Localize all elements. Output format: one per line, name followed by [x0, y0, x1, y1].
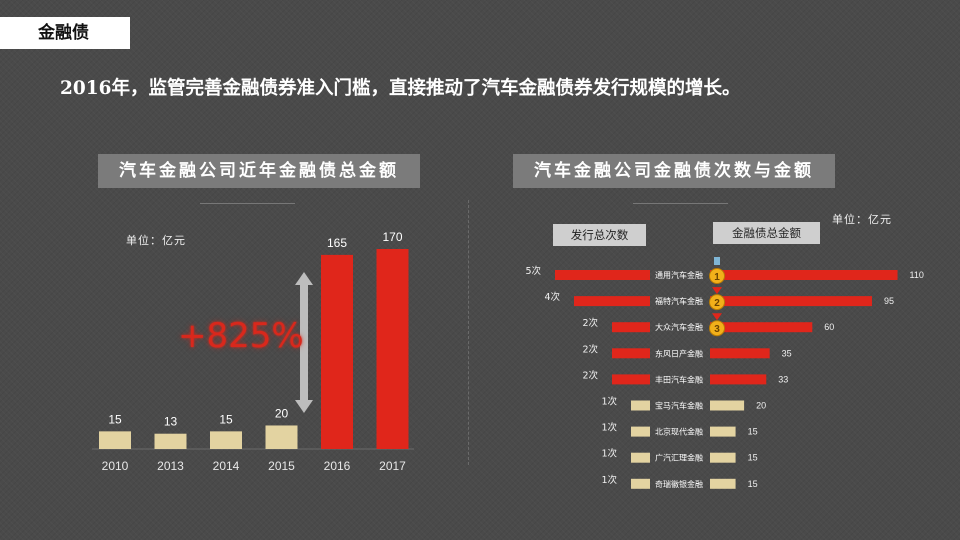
- left-unit-label: 单位：亿元: [126, 234, 186, 247]
- data-label-2014: 15: [219, 412, 233, 426]
- tick-label-2016: 2016: [324, 459, 351, 473]
- company-label-6: 北京现代金融: [655, 427, 703, 437]
- amount-bar-1: [710, 296, 872, 307]
- left-title-underline: [200, 203, 295, 204]
- data-label-2016: 165: [327, 236, 347, 250]
- medal-rank-1: 2: [714, 298, 720, 309]
- tick-label-2013: 2013: [157, 459, 184, 473]
- amount-label-8: 15: [748, 479, 758, 489]
- amount-bar-4: [710, 374, 767, 385]
- bar-2014: [210, 431, 242, 449]
- count-label-0: 5次: [525, 265, 541, 277]
- company-label-2: 大众汽车金融: [655, 322, 703, 332]
- tick-label-2017: 2017: [379, 459, 406, 473]
- amount-label-3: 35: [782, 348, 792, 358]
- count-label-7: 1次: [601, 448, 617, 460]
- amount-label-6: 15: [748, 427, 758, 437]
- data-label-2017: 170: [382, 230, 402, 244]
- amount-label-5: 20: [756, 401, 766, 411]
- panel-divider: [468, 200, 469, 465]
- count-bar-7: [631, 452, 650, 463]
- amount-bar-7: [710, 452, 736, 463]
- medal-ribbon-1: [712, 287, 722, 295]
- bar-2013: [154, 433, 187, 449]
- bar-2010: [99, 431, 131, 449]
- count-label-3: 2次: [582, 343, 598, 355]
- company-label-0: 通用汽车金融: [655, 270, 703, 280]
- amount-label-4: 33: [778, 374, 788, 384]
- data-label-2013: 13: [164, 415, 178, 429]
- medal-ribbon-2: [712, 313, 722, 321]
- company-label-1: 福特汽车金融: [655, 296, 703, 306]
- medal-rank-0: 1: [714, 272, 720, 283]
- count-label-2: 2次: [582, 317, 598, 329]
- medal-icon: [709, 268, 725, 284]
- count-bar-0: [555, 270, 650, 280]
- amount-bar-2: [710, 322, 813, 333]
- count-bar-5: [631, 400, 650, 411]
- company-label-4: 丰田汽车金融: [655, 374, 703, 384]
- company-label-5: 宝马汽车金融: [655, 401, 703, 411]
- count-label-8: 1次: [601, 474, 617, 486]
- data-label-2015: 20: [275, 406, 289, 420]
- bar-2016: [321, 254, 353, 449]
- count-label-1: 4次: [544, 291, 560, 303]
- amount-label-7: 15: [748, 453, 758, 463]
- count-bar-3: [612, 348, 650, 359]
- count-bar-2: [612, 322, 650, 333]
- left-panel-title: 汽车金融公司近年金融债总金额: [98, 154, 420, 188]
- tick-label-2014: 2014: [213, 459, 240, 473]
- amount-label-1: 95: [884, 296, 894, 306]
- amount-bar-3: [710, 348, 770, 359]
- headline: 2016年，监管完善金融债券准入门槛，直接推动了汽车金融债券发行规模的增长。: [60, 78, 741, 99]
- company-label-7: 广汽汇理金融: [655, 453, 703, 463]
- count-header: 发行总次数: [553, 224, 646, 246]
- section-tag: 金融债: [0, 17, 130, 49]
- bar-2015: [265, 425, 298, 449]
- medal-icon: [709, 320, 725, 337]
- tick-label-2015: 2015: [268, 459, 295, 473]
- count-label-4: 2次: [582, 369, 598, 381]
- tick-label-2010: 2010: [102, 459, 129, 473]
- count-label-6: 1次: [601, 422, 617, 434]
- right-panel-title: 汽车金融公司金融债次数与金额: [513, 154, 835, 188]
- amount-label-2: 60: [824, 322, 834, 332]
- data-label-2010: 15: [108, 412, 122, 426]
- medal-rank-2: 3: [714, 324, 720, 335]
- arrow-head-down: [295, 400, 313, 413]
- right-title-underline: [633, 203, 728, 204]
- company-label-8: 奇瑞徽银金融: [655, 479, 703, 489]
- count-bar-1: [574, 296, 650, 307]
- count-bar-6: [631, 426, 650, 437]
- double-arrow-icon: [300, 284, 308, 401]
- amount-bar-5: [710, 400, 745, 411]
- amount-header: 金融债总金额: [713, 222, 820, 244]
- count-bar-4: [612, 374, 650, 385]
- count-label-5: 1次: [601, 396, 617, 408]
- amount-label-0: 110: [910, 270, 924, 280]
- arrow-head-up: [295, 272, 313, 285]
- growth-annotation: +825%: [178, 316, 304, 356]
- amount-bar-0: [710, 270, 898, 280]
- medal-ribbon: [714, 257, 720, 265]
- right-unit-label: 单位：亿元: [832, 213, 892, 226]
- bar-2017: [376, 249, 409, 449]
- amount-bar-8: [710, 478, 736, 489]
- count-bar-8: [631, 478, 650, 489]
- amount-bar-6: [710, 426, 736, 437]
- company-label-3: 东风日产金融: [655, 348, 703, 358]
- medal-icon: [709, 294, 725, 311]
